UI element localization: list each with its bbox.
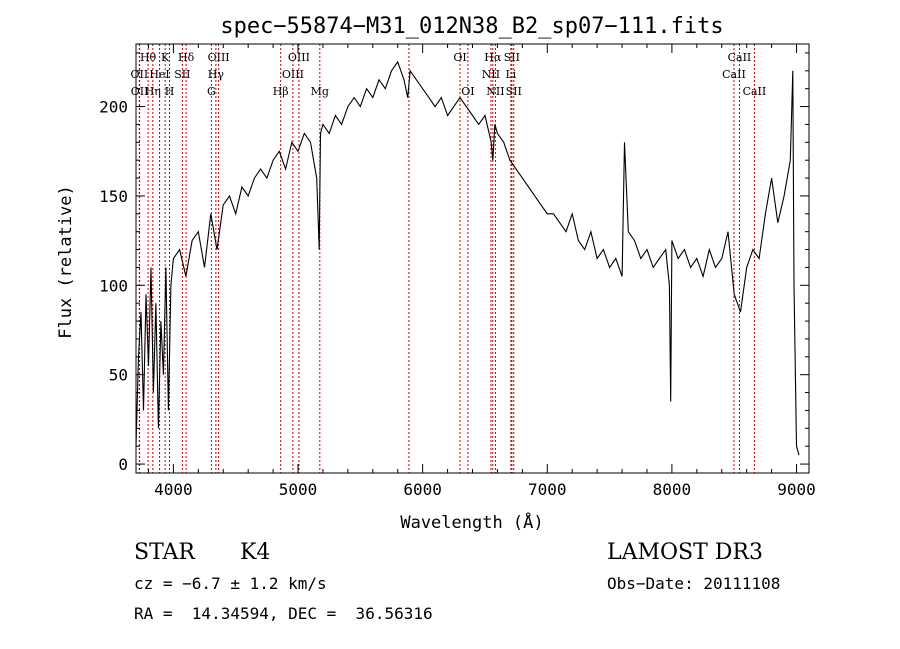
plot-area: Hθ OII OII K HeI Hη H SII Hδ OIII Hγ G OIII OIII Hβ Mg O… xyxy=(99,43,816,499)
line-label-13: OIII xyxy=(282,68,304,81)
y-tick-label-50: 50 xyxy=(109,366,128,385)
line-label-5: Hη xyxy=(145,85,161,98)
x-tick-label-8000: 8000 xyxy=(653,480,692,499)
line-label-14: Hβ xyxy=(273,85,289,98)
redshift-cz: cz = −6.7 ± 1.2 km/s xyxy=(134,574,327,593)
y-tick-label-200: 200 xyxy=(99,98,128,117)
line-label-12: OIII xyxy=(288,51,310,64)
x-tick-label-4000: 4000 xyxy=(154,480,193,499)
line-label-0: Hθ xyxy=(140,51,157,64)
star-subclass: K4 xyxy=(240,540,271,565)
y-axis-label: Flux (relative) xyxy=(56,185,76,339)
observation-date: Obs−Date: 20111108 xyxy=(607,574,781,593)
line-label-21: Li xyxy=(505,68,516,81)
y-tick-label-150: 150 xyxy=(99,187,128,206)
chart-title: spec−55874−M31_012N38_B2_sp07−111.fits xyxy=(220,14,723,39)
line-label-9: OIII xyxy=(208,51,230,64)
line-label-20: NII xyxy=(482,68,500,81)
line-label-7: SII xyxy=(174,68,190,81)
star-class: STAR xyxy=(134,540,195,565)
x-axis-label: Wavelength (Å) xyxy=(400,511,543,533)
line-label-16: OI xyxy=(453,51,466,64)
line-label-22: NII xyxy=(486,85,504,98)
line-label-2: OII xyxy=(131,85,149,98)
x-tick-label-7000: 7000 xyxy=(528,480,567,499)
line-label-18: Hα xyxy=(484,51,502,64)
y-tick-label-0: 0 xyxy=(118,455,128,474)
line-label-1: OII xyxy=(131,68,149,81)
spectrum-line xyxy=(135,60,800,456)
line-label-23: SII xyxy=(506,85,522,98)
coordinates: RA = 14.34594, DEC = 36.56316 xyxy=(134,604,433,623)
line-label-10: Hγ xyxy=(208,68,225,81)
line-label-3: K xyxy=(161,51,170,64)
x-tick-label-5000: 5000 xyxy=(279,480,318,499)
x-tick-label-9000: 9000 xyxy=(777,480,816,499)
x-tick-label-6000: 6000 xyxy=(403,480,442,499)
plot-frame xyxy=(135,43,810,474)
survey-name: LAMOST DR3 xyxy=(607,540,763,565)
line-label-26: CaII xyxy=(743,85,767,98)
line-label-6: H xyxy=(165,85,175,98)
y-tick-label-100: 100 xyxy=(99,276,128,295)
line-label-4: HeI xyxy=(149,68,169,81)
line-label-11: G xyxy=(207,85,216,98)
line-label-19: SII xyxy=(504,51,520,64)
line-label-15: Mg xyxy=(311,85,329,98)
line-label-17: OI xyxy=(461,85,474,98)
line-label-24: CaII xyxy=(728,51,752,64)
line-label-25: CaII xyxy=(722,68,746,81)
line-label-8: Hδ xyxy=(178,51,195,64)
